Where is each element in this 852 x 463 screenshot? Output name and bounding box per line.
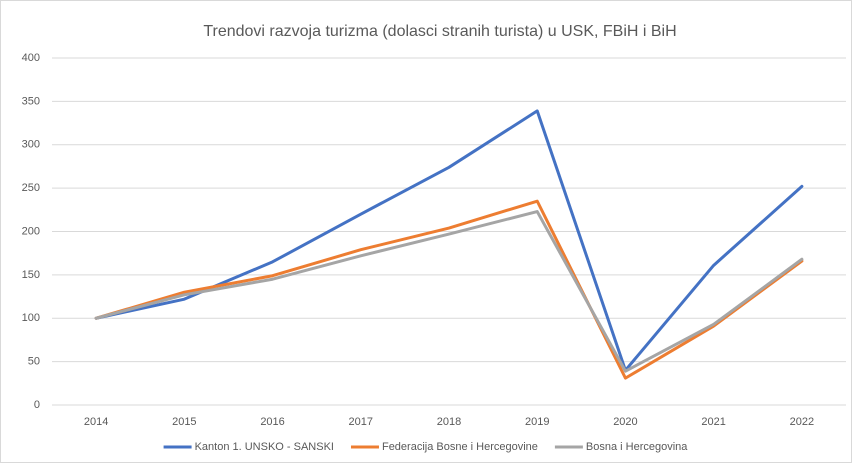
y-tick-label: 350	[22, 95, 40, 107]
x-tick-label: 2022	[790, 416, 814, 428]
y-tick-label: 150	[22, 269, 40, 281]
y-tick-label: 200	[22, 225, 40, 237]
y-tick-label: 300	[22, 139, 40, 151]
legend-label: Federacija Bosne i Hercegovine	[382, 441, 538, 453]
series-line	[94, 199, 804, 380]
legend-label: Bosna i Hercegovina	[586, 441, 688, 453]
y-tick-label: 0	[34, 399, 40, 411]
y-tick-label: 50	[28, 356, 40, 368]
chart-title: Trendovi razvoja turizma (dolasci strani…	[203, 23, 676, 40]
series-line	[94, 210, 804, 373]
legend-label: Kanton 1. UNSKO - SANSKI	[195, 441, 334, 453]
y-tick-label: 250	[22, 182, 40, 194]
x-tick-label: 2016	[260, 416, 284, 428]
x-tick-label: 2020	[613, 416, 637, 428]
x-tick-label: 2021	[701, 416, 725, 428]
y-tick-label: 100	[22, 312, 40, 324]
x-tick-label: 2017	[349, 416, 373, 428]
x-tick-label: 2015	[172, 416, 196, 428]
y-tick-label: 400	[22, 52, 40, 64]
x-tick-label: 2019	[525, 416, 549, 428]
x-tick-label: 2018	[437, 416, 461, 428]
x-tick-label: 2014	[84, 416, 108, 428]
